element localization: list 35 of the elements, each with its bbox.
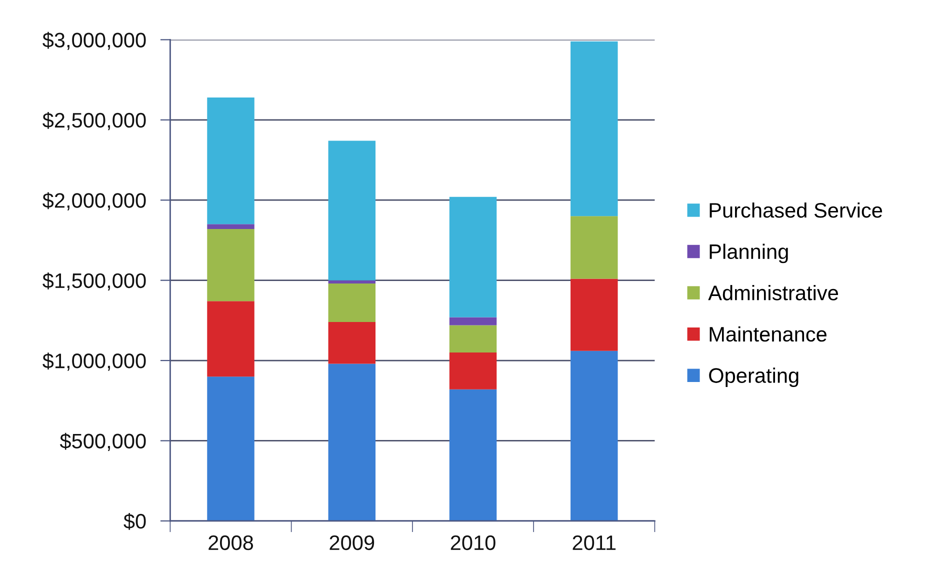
y-tick-label: $2,000,000 [42,192,146,210]
bar [207,224,254,229]
bar [570,350,618,521]
bar [449,352,497,390]
bar [328,280,376,284]
bar [449,317,497,326]
x-tick-label: 2010 [450,535,496,550]
bar [328,140,376,280]
bar [207,228,254,302]
y-tick-label: $500,000 [60,432,146,451]
y-tick-label: $1,000,000 [42,352,146,371]
legend-label: Operating [709,368,798,388]
bar [328,322,376,364]
y-tick-label: $2,500,000 [42,112,146,130]
y-tick-label: $0 [124,513,146,530]
legend-label: Maintenance [710,326,826,342]
x-tick-label: 2011 [572,535,616,550]
bar [570,278,618,351]
bar [328,284,376,322]
x-tick-label: 2009 [330,535,374,550]
legend-label: Planning [710,244,788,264]
y-tick-label: $1,500,000 [42,272,146,291]
bar [449,196,497,318]
bar [570,41,618,216]
bar [449,389,497,521]
bar [449,325,497,352]
bar [328,364,376,521]
x-tick-label: 2008 [208,535,254,550]
legend-label: Administrative [708,285,838,300]
bar [207,301,254,377]
legend-label: Purchased Service [710,202,882,218]
bar [570,216,618,279]
bar [207,97,254,224]
bar [207,376,254,521]
y-tick-label: $3,000,000 [42,32,146,50]
